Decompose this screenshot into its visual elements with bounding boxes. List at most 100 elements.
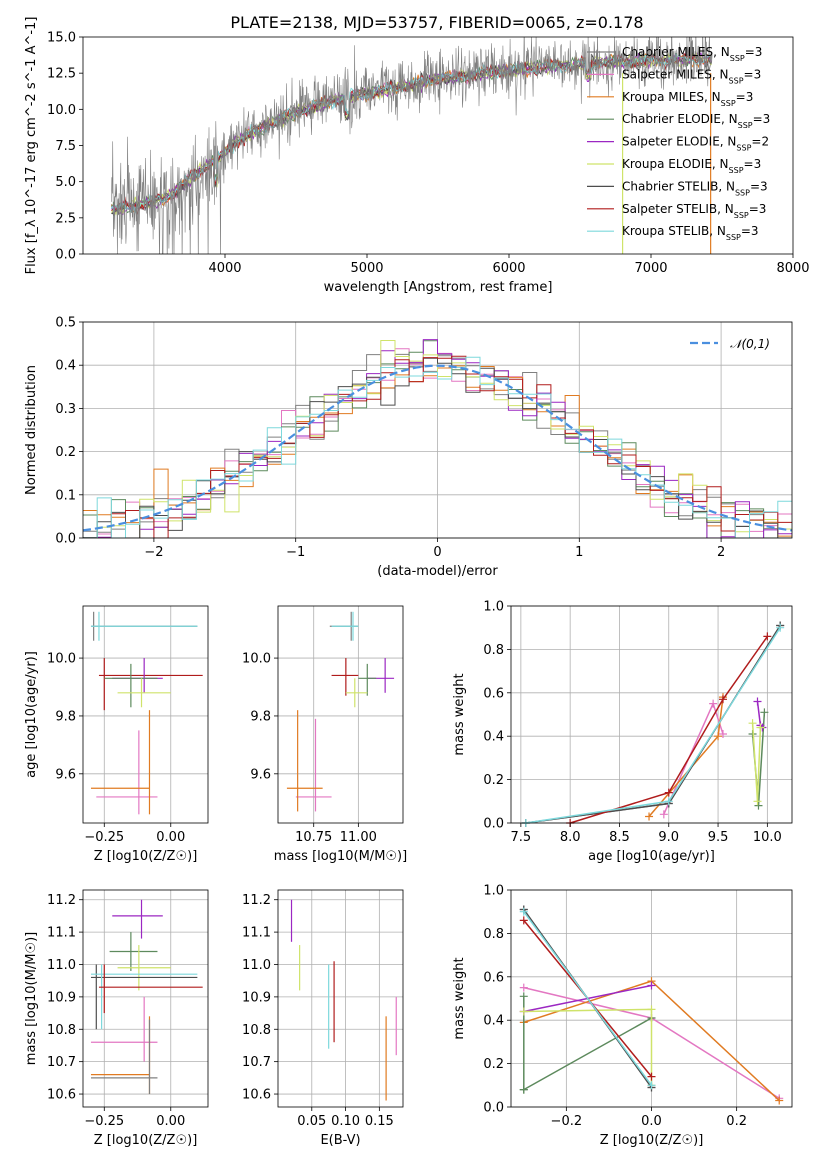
mass-vs-ebv-panel: 0.05 0.10 0.15 10.6 10.7 10.8 10.9 11.0 11.1 11.2… <box>242 889 404 1148</box>
x-axis-label: age [log10(age/yr)] <box>588 849 715 864</box>
x-tick-label: 11.00 <box>340 830 377 845</box>
x-tick-label: −0.25 <box>84 830 124 845</box>
x-axis-label: (data-model)/error <box>377 564 498 579</box>
y-axis-label: mass [log10(M/M☉)] <box>24 932 39 1065</box>
y-tick-label: 10.0 <box>47 103 76 118</box>
y-tick-label: 11.0 <box>47 958 76 973</box>
y-tick-label: 10.9 <box>242 990 271 1005</box>
y-axis-label: Flux [f_λ 10^-17 erg cm^-2 s^-1 A^-1] <box>24 17 39 275</box>
x-tick-label: 0.2 <box>726 1114 747 1129</box>
y-tick-label: 11.2 <box>242 893 271 908</box>
x-tick-label: −2 <box>144 545 163 560</box>
data-point <box>519 983 528 992</box>
series-line <box>525 627 781 824</box>
y-tick-label: 1.0 <box>483 600 504 615</box>
legend-entry: Salpeter MILES, NSSP=3 <box>622 67 761 85</box>
data-point <box>664 788 673 797</box>
y-tick-label: 7.5 <box>55 139 76 154</box>
x-tick-label: 0.00 <box>156 1114 185 1129</box>
legend-entry: Salpeter STELIB, NSSP=3 <box>622 202 766 220</box>
age-vs-mass-panel: 10.75 11.00 9.6 9.8 10.0 mass [log10(M/M☉)] <box>242 605 407 864</box>
mass-vs-Z-panel: −0.25 0.00 10.6 10.7 10.8 10.9 11.0 11.1 11.2 Z [… <box>24 889 209 1148</box>
y-tick-label: 0.6 <box>483 970 504 985</box>
axes-frame <box>510 605 793 824</box>
legend-entry-normal: 𝒩(0,1) <box>730 337 770 351</box>
x-tick-label: 0 <box>433 545 441 560</box>
series-line <box>525 625 781 824</box>
x-tick-label: 8.5 <box>609 830 630 845</box>
data-point <box>519 916 528 925</box>
y-tick-label: 9.6 <box>250 767 271 782</box>
y-tick-label: 0.8 <box>483 927 504 942</box>
y-tick-label: 11.1 <box>242 926 271 941</box>
y-tick-label: 0.8 <box>483 643 504 658</box>
y-tick-label: 15.0 <box>47 31 76 46</box>
x-tick-label: 0.00 <box>156 830 185 845</box>
y-tick-label: 0.2 <box>55 445 76 460</box>
data-point <box>664 797 673 806</box>
data-point <box>718 730 727 739</box>
x-tick-label: 0.05 <box>297 1114 326 1129</box>
y-axis-label: age [log10(age/yr)] <box>24 651 39 778</box>
data-point <box>519 992 528 1001</box>
x-tick-label: −0.2 <box>551 1114 583 1129</box>
y-tick-label: 0.5 <box>55 316 76 331</box>
y-tick-label: 0.3 <box>55 402 76 417</box>
x-tick-label: 0.0 <box>641 1114 662 1129</box>
spectrum-panel: 4000 5000 6000 7000 8000 0.0 2.5 5.0 7.5 10.0 12.5… <box>24 17 810 295</box>
data-point <box>647 981 656 990</box>
data-point <box>659 810 668 819</box>
data-point <box>753 697 762 706</box>
y-tick-label: 0.1 <box>55 488 76 503</box>
y-axis-label: mass weight <box>452 673 467 755</box>
y-tick-label: 10.0 <box>47 652 76 667</box>
massweight-vs-Z-panel: −0.2 0.0 0.2 0.0 0.2 0.4 0.6 0.8 1.0 Z [log10(Z/Z… <box>452 884 793 1148</box>
legend-entry: Salpeter ELODIE, NSSP=2 <box>622 135 769 153</box>
y-tick-label: 10.6 <box>47 1088 76 1103</box>
y-tick-label: 0.2 <box>483 1057 504 1072</box>
data-point <box>714 732 723 741</box>
y-tick-label: 0.0 <box>483 1101 504 1116</box>
y-tick-label: 11.1 <box>47 926 76 941</box>
x-tick-label: 6000 <box>492 261 525 276</box>
data-point <box>647 1005 656 1014</box>
x-tick-label: 10.0 <box>753 830 782 845</box>
data-point <box>647 1081 656 1090</box>
x-tick-label: 8.0 <box>560 830 581 845</box>
x-tick-label: 2 <box>717 545 725 560</box>
legend-entry: Chabrier STELIB, NSSP=3 <box>622 179 768 197</box>
legend-entry: Chabrier MILES, NSSP=3 <box>622 45 762 63</box>
y-tick-label: 9.8 <box>250 709 271 724</box>
x-tick-label: 10.75 <box>295 830 332 845</box>
data-point <box>763 632 772 641</box>
y-tick-label: 0.0 <box>483 817 504 832</box>
y-tick-label: 2.5 <box>55 211 76 226</box>
y-tick-label: 0.0 <box>55 532 76 547</box>
legend-entry: Chabrier ELODIE, NSSP=3 <box>622 112 770 130</box>
series-line <box>523 911 653 1086</box>
histogram-kroupa-stelib <box>83 356 792 538</box>
x-tick-label: 1 <box>575 545 583 560</box>
x-axis-label: Z [log10(Z/Z☉)] <box>94 1133 198 1148</box>
y-tick-label: 10.7 <box>242 1055 271 1070</box>
y-tick-label: 9.8 <box>55 709 76 724</box>
x-tick-label: 7.5 <box>511 830 532 845</box>
y-tick-label: 0.2 <box>483 773 504 788</box>
x-tick-label: 9.5 <box>708 830 729 845</box>
series-line <box>523 1008 653 1086</box>
x-tick-label: 4000 <box>208 261 241 276</box>
residuals-panel: −2 −1 0 1 2 0.0 0.1 0.2 0.3 0.4 0.5 (data-model)/er… <box>24 316 793 579</box>
y-tick-label: 0.4 <box>483 1014 504 1029</box>
y-tick-label: 10.8 <box>47 1023 76 1038</box>
legend-entry: Kroupa ELODIE, NSSP=3 <box>622 157 761 175</box>
axes-frame <box>82 605 209 824</box>
y-tick-label: 10.6 <box>242 1088 271 1103</box>
data-point <box>709 699 718 708</box>
y-tick-label: 9.6 <box>55 767 76 782</box>
x-axis-label: Z [log10(Z/Z☉)] <box>94 849 198 864</box>
histogram-salpeter-stelib <box>83 355 792 538</box>
x-axis-label: Z [log10(Z/Z☉)] <box>600 1133 704 1148</box>
data-point <box>645 812 654 821</box>
series-line <box>569 635 769 824</box>
x-axis-label: E(B-V) <box>320 1133 360 1148</box>
